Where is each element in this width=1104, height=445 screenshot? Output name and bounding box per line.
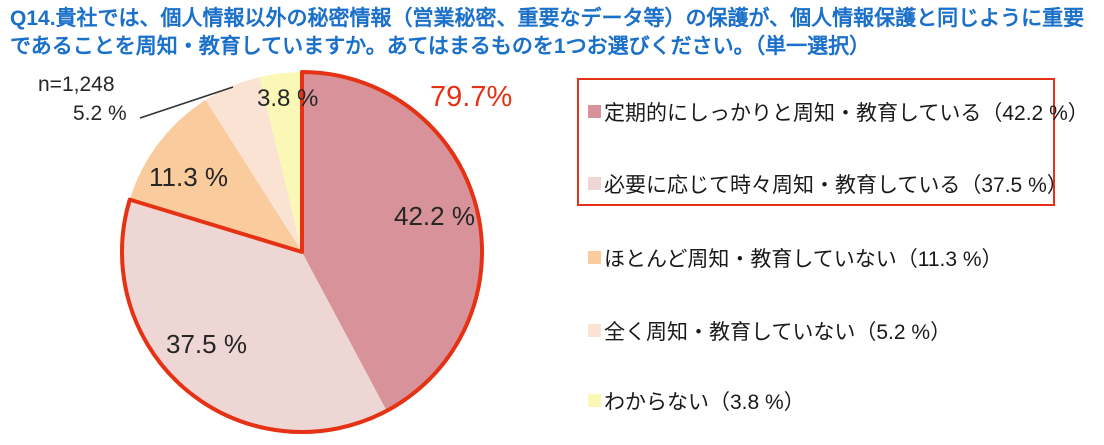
slice-label-4: 3.8 % [257, 85, 319, 112]
legend-item-2: ほとんど周知・教育していない（11.3 %） [588, 243, 1003, 273]
sample-size-label: n=1,248 [38, 73, 115, 96]
slice-label-3: 5.2 % [73, 102, 127, 125]
highlight-box [577, 78, 1055, 206]
slice-label-0: 42.2 % [394, 201, 475, 231]
pie-slice-3 [205, 77, 302, 252]
legend-label: ほとんど周知・教育していない（11.3 %） [604, 248, 1003, 271]
legend-swatch-icon [588, 324, 601, 337]
legend-swatch-icon [588, 105, 601, 118]
pie-slice-4 [259, 72, 302, 252]
legend-item-0: 定期的にしっかりと周知・教育している（42.2 %） [588, 97, 1089, 127]
highlight-total-label: 79.7% [430, 81, 513, 113]
slice-label-2: 11.3 % [149, 162, 229, 192]
slice-label-1: 37.5 % [166, 329, 247, 359]
pie-slice-1 [121, 199, 387, 433]
pie-slice-0 [302, 72, 482, 411]
legend-item-1: 必要に応じて時々周知・教育している（37.5 %） [588, 169, 1068, 199]
pie-slice-2 [129, 100, 302, 252]
legend-label: わからない（3.8 %） [604, 391, 805, 414]
legend-swatch-icon [588, 394, 601, 407]
highlight-outline [120, 70, 484, 434]
legend-label: 必要に応じて時々周知・教育している（37.5 %） [604, 174, 1068, 197]
legend-swatch-icon [588, 251, 601, 264]
legend-swatch-icon [588, 177, 601, 190]
legend-item-4: わからない（3.8 %） [588, 386, 805, 416]
leader-line [139, 86, 234, 119]
legend-label: 定期的にしっかりと周知・教育している（42.2 %） [604, 102, 1089, 125]
legend-item-3: 全く周知・教育していない（5.2 %） [588, 316, 951, 346]
legend-label: 全く周知・教育していない（5.2 %） [604, 321, 952, 344]
pie-chart [120, 70, 484, 434]
question-title: Q14.貴社では、個人情報以外の秘密情報（営業秘密、重要なデータ等）の保護が、個… [10, 7, 1085, 58]
